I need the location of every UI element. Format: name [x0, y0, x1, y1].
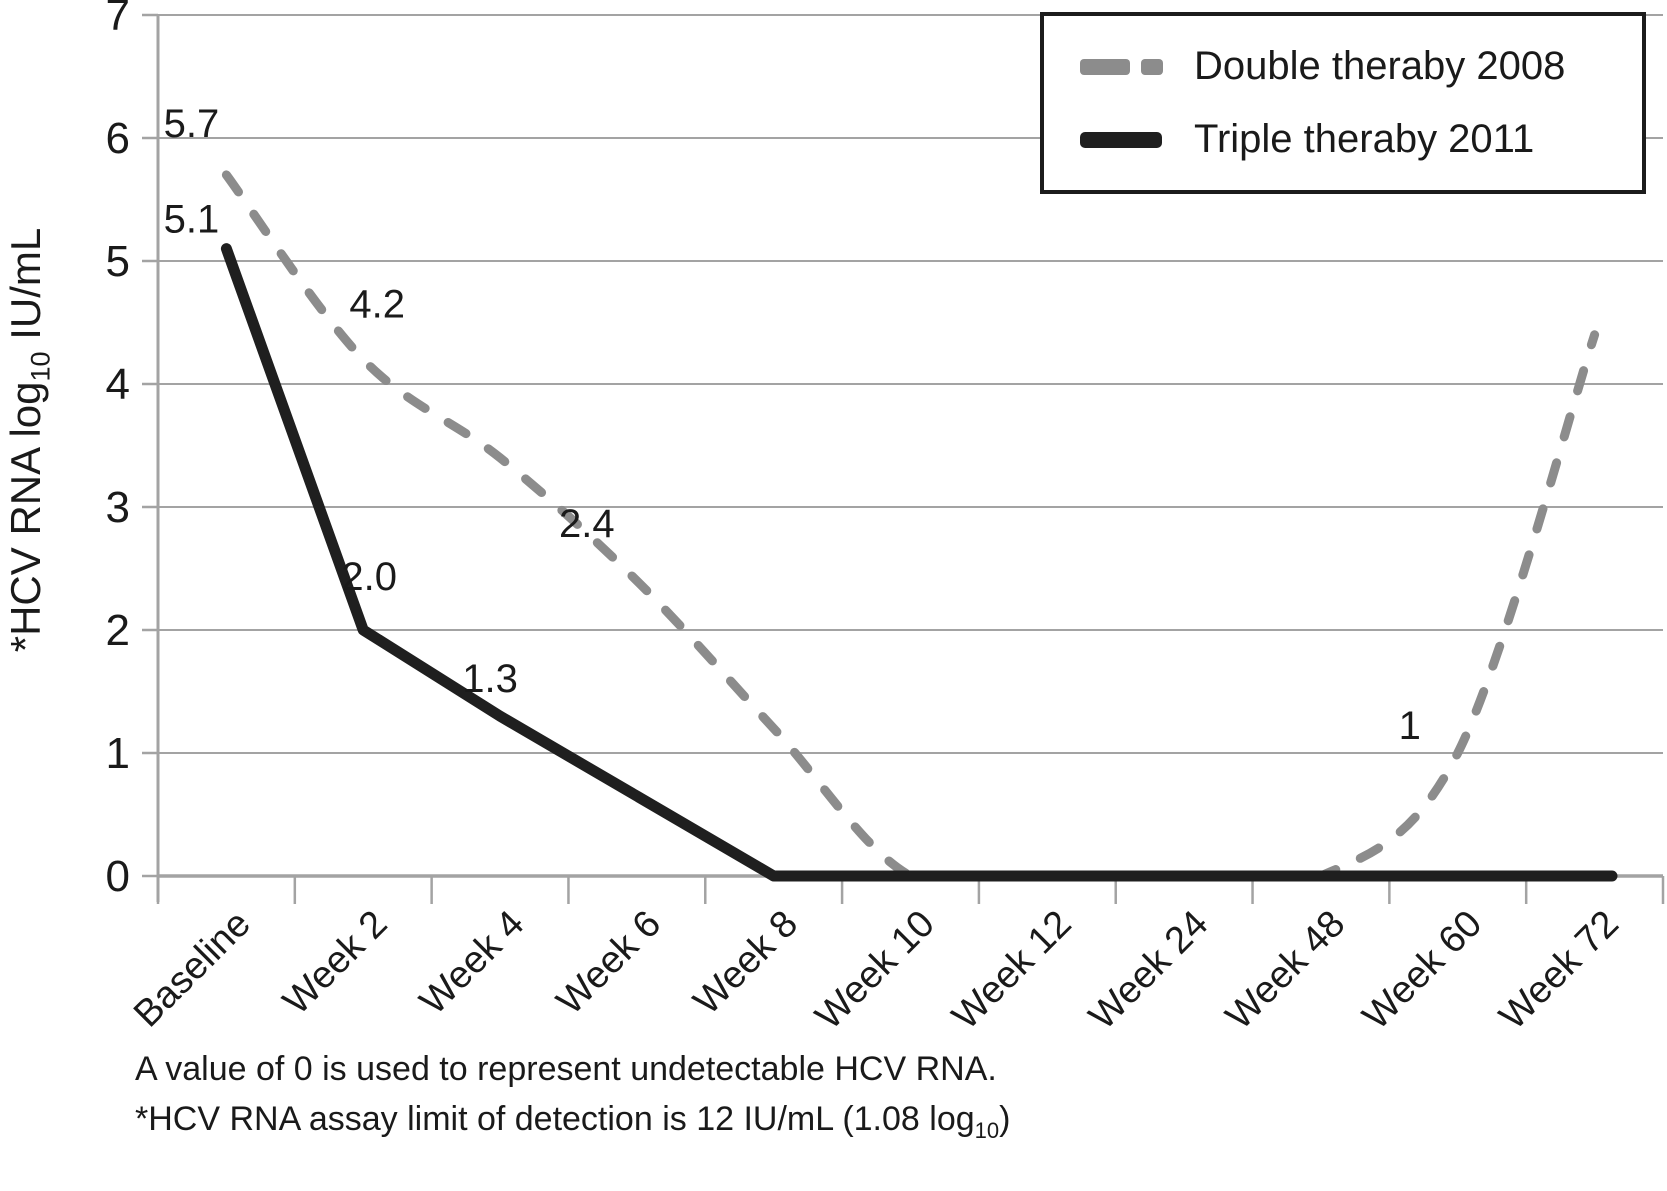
y-tick-label-7: 7	[106, 0, 130, 40]
data-label-5-7: 5.7	[164, 102, 220, 146]
legend: Double theraby 2008 Triple theraby 2011	[1040, 12, 1646, 194]
x-tick-label-week-4: Week 4	[412, 903, 532, 1023]
x-tick-label-week-72: Week 72	[1492, 903, 1627, 1038]
x-tick-label-week-24: Week 24	[1081, 903, 1216, 1038]
x-tick-label-baseline: Baseline	[126, 903, 259, 1036]
footnote-line-2-suffix: )	[999, 1100, 1011, 1138]
y-tick-label-0: 0	[106, 852, 130, 901]
footnote-line-2: *HCV RNA assay limit of detection is 12 …	[135, 1094, 1010, 1156]
data-label-1: 1	[1399, 704, 1421, 748]
chart-footnote: A value of 0 is used to represent undete…	[135, 1044, 1010, 1156]
series-line-triple-theraby-2011	[220, 243, 1618, 882]
y-tick-label-1: 1	[106, 729, 130, 778]
legend-item-triple-theraby-2011: Triple theraby 2011	[1080, 117, 1642, 162]
legend-item-double-theraby-2008: Double theraby 2008	[1080, 44, 1642, 89]
series-line-double-theraby-2008	[221, 170, 1600, 881]
y-tick-label-4: 4	[106, 360, 130, 409]
solid-line-swatch	[1080, 131, 1168, 148]
x-tick-label-week-12: Week 12	[944, 903, 1079, 1038]
y-tick-label-3: 3	[106, 483, 130, 532]
y-axis-title-prefix: *HCV RNA log	[2, 381, 49, 653]
chart-canvas: 0 1 2 3 4 5 6 7 Baseline Week 2 Week 4 Week 6 Week 8…	[106, 0, 1665, 1038]
x-tick-label-week-48: Week 48	[1218, 903, 1353, 1038]
x-tick-label-week-60: Week 60	[1355, 903, 1490, 1038]
y-axis-title: *HCV RNA log10 IU/mL	[2, 180, 56, 700]
dashed-line-swatch	[1080, 58, 1168, 75]
x-tick-label-week-8: Week 8	[686, 903, 806, 1023]
x-tick-label-week-10: Week 10	[808, 903, 943, 1038]
footnote-line-2-subscript: 10	[974, 1117, 1000, 1143]
y-tick-label-5: 5	[106, 237, 130, 286]
y-axis-title-suffix: IU/mL	[2, 227, 49, 352]
legend-label-double-theraby-2008: Double theraby 2008	[1194, 44, 1566, 88]
data-label-2-0: 2.0	[341, 555, 397, 599]
x-tick-label-week-6: Week 6	[549, 903, 669, 1023]
y-tick-label-6: 6	[106, 114, 130, 163]
data-label-5-1: 5.1	[164, 198, 220, 242]
x-tick-label-week-2: Week 2	[275, 903, 395, 1023]
y-tick-label-2: 2	[106, 606, 130, 655]
data-label-2-4: 2.4	[559, 502, 615, 546]
y-axis-title-subscript: 10	[25, 351, 56, 382]
footnote-line-1: A value of 0 is used to represent undete…	[135, 1050, 997, 1088]
data-label-4-2: 4.2	[349, 282, 405, 326]
data-label-1-3: 1.3	[462, 657, 518, 701]
footnote-line-2-prefix: *HCV RNA assay limit of detection is 12 …	[135, 1100, 975, 1138]
legend-label-triple-theraby-2011: Triple theraby 2011	[1194, 117, 1535, 161]
